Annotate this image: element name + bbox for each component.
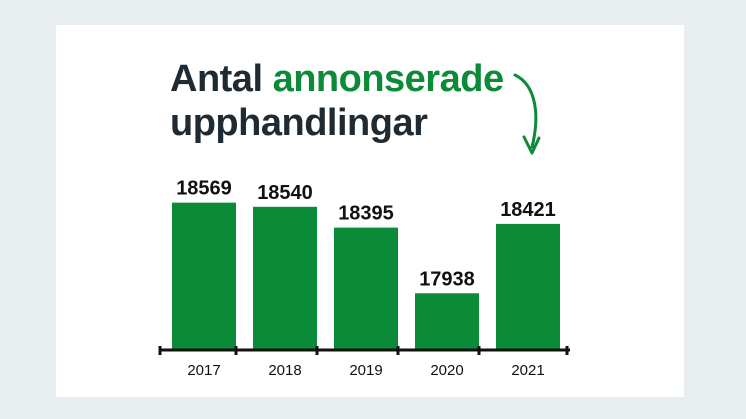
arrow-head-icon [522,135,541,155]
chart-title: Antal annonserade upphandlingar [170,57,504,145]
bar-value-label: 18569 [176,178,232,200]
bar-2021 [496,223,560,349]
curved-arrow-icon [513,73,538,149]
chart-card: Antal annonserade upphandlingar 18569 185… [56,25,684,397]
title-line-2: upphandlingar [170,102,428,144]
bar-chart: 18569 18540 18395 17938 18421 2017 2018 2019 20… [158,73,570,379]
bar-value-label: 18421 [500,199,556,221]
bar-2019 [334,227,398,349]
title-part-1: Antal [170,58,263,100]
x-tick-label: 2019 [349,362,382,379]
bar-2020 [415,293,479,349]
x-tick-label: 2021 [511,362,544,379]
x-tick-label: 2018 [268,362,301,379]
bar-2017 [172,202,236,349]
x-tick-label: 2020 [430,362,463,379]
bar-2018 [253,206,317,349]
x-tick-label: 2017 [187,362,220,379]
title-part-2-accent: annonserade [272,58,505,100]
bar-value-label: 18395 [338,203,394,225]
bar-value-label: 17938 [419,268,475,290]
bar-value-label: 18540 [257,182,313,204]
